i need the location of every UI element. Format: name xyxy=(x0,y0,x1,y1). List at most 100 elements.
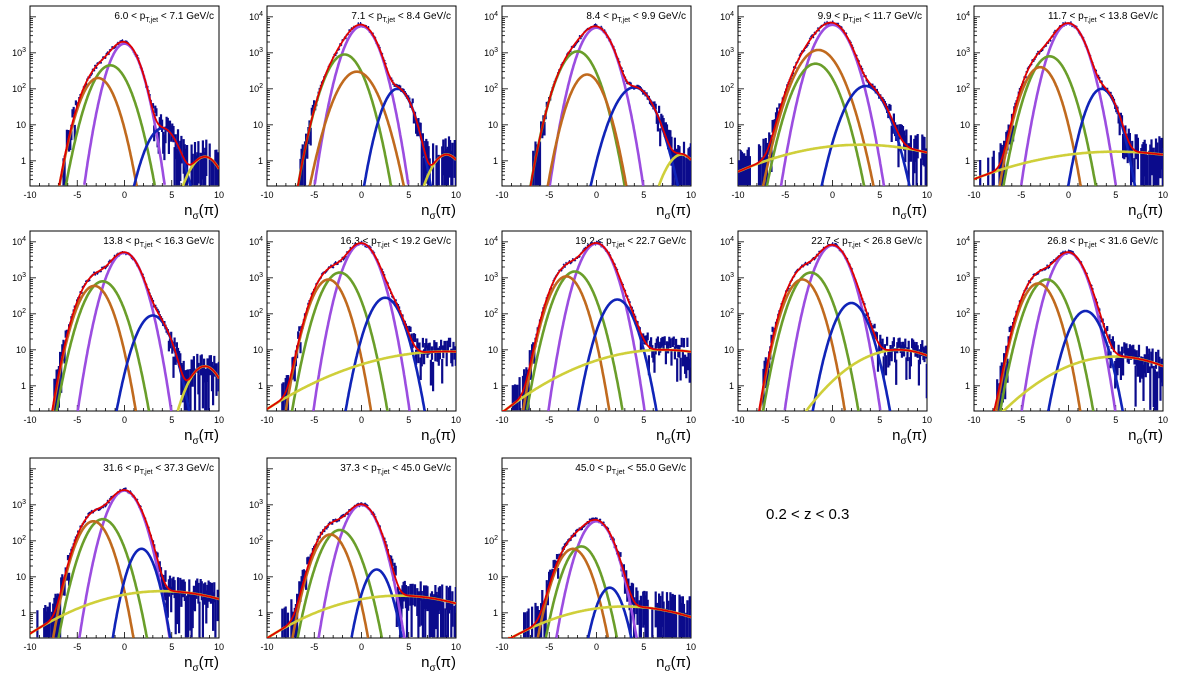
y-tick-label: 103 xyxy=(249,47,263,58)
y-tick-label: 102 xyxy=(12,535,26,546)
chart-panel-13: -10 -5 0 5 10 1 10 102 45.0 < pT,jet < 55.0 GeV/… xyxy=(484,457,696,674)
x-tick-label: -5 xyxy=(73,642,81,652)
x-tick-label: -10 xyxy=(731,415,744,425)
y-tick-label: 104 xyxy=(956,11,970,22)
y-tick-label: 10 xyxy=(960,120,970,130)
proton-fit-curve xyxy=(51,284,138,411)
chart-panel-12: -10 -5 0 5 10 1 10 102 103 37.3 < pT,jet < 45.0 G… xyxy=(249,457,461,674)
x-tick-label: -10 xyxy=(23,642,36,652)
total-fit-curve xyxy=(757,243,927,411)
x-axis-label: nσ(π) xyxy=(421,202,456,222)
electron-fit-curve xyxy=(820,84,911,186)
panel-pt-label: 26.8 < pT,jet < 31.6 GeV/c xyxy=(1047,236,1158,249)
x-axis-label: nσ(π) xyxy=(184,427,219,447)
proton-fit-curve xyxy=(51,520,135,638)
chart-panel-6: -10 -5 0 5 10 1 10 102 103 104 13.8 < pT,jet < 16.… xyxy=(12,230,224,447)
y-tick-label: 104 xyxy=(249,11,263,22)
y-tick-label: 102 xyxy=(249,83,263,94)
y-tick-label: 1 xyxy=(729,156,734,166)
proton-fit-curve xyxy=(994,282,1082,411)
y-tick-label: 102 xyxy=(249,535,263,546)
proton-fit-curve xyxy=(291,533,370,638)
total-fit-curve xyxy=(508,518,691,638)
x-tick-label: 0 xyxy=(830,190,835,200)
y-tick-label: 104 xyxy=(12,236,26,247)
y-tick-label: 102 xyxy=(484,308,498,319)
y-tick-label: 10 xyxy=(16,120,26,130)
pion-fit-curve xyxy=(313,24,410,185)
x-tick-label: -10 xyxy=(731,190,744,200)
y-tick-label: 103 xyxy=(484,47,498,58)
chart-panel-9: -10 -5 0 5 10 1 10 102 103 104 22.7 < pT,jet < 26.… xyxy=(720,230,932,447)
x-axis-label: nσ(π) xyxy=(892,202,927,222)
total-fit-curve xyxy=(267,242,456,410)
panel-pt-label: 45.0 < pT,jet < 55.0 GeV/c xyxy=(575,463,686,476)
kaon-fit-curve xyxy=(296,528,384,638)
x-tick-label: -10 xyxy=(23,415,36,425)
x-tick-label: 5 xyxy=(169,642,174,652)
x-tick-label: -5 xyxy=(781,190,789,200)
panel-pt-label: 31.6 < pT,jet < 37.3 GeV/c xyxy=(103,463,214,476)
x-tick-label: -5 xyxy=(73,415,81,425)
kaon-fit-curve xyxy=(64,64,156,186)
y-tick-label: 10 xyxy=(724,120,734,130)
chart-panel-2: -10 -5 0 5 10 1 10 102 103 104 7.1 < pT,jet < 8.4 … xyxy=(249,5,461,222)
x-tick-label: 10 xyxy=(1158,190,1168,200)
y-tick-label: 102 xyxy=(484,535,498,546)
x-tick-label: 10 xyxy=(686,642,696,652)
total-fit-curve xyxy=(529,25,691,186)
panel-pt-label: 9.9 < pT,jet < 11.7 GeV/c xyxy=(818,11,922,24)
y-tick-label: 1 xyxy=(965,381,970,391)
x-axis-label: nσ(π) xyxy=(892,427,927,447)
x-tick-label: 5 xyxy=(406,190,411,200)
chart-panel-7: -10 -5 0 5 10 1 10 102 103 104 16.3 < pT,jet < 19.… xyxy=(249,230,461,447)
proton-fit-curve xyxy=(308,70,406,186)
y-tick-label: 10 xyxy=(488,345,498,355)
background-fit-curve xyxy=(974,150,1163,181)
kaon-fit-curve xyxy=(765,62,866,186)
y-tick-label: 103 xyxy=(12,499,26,510)
y-tick-label: 1 xyxy=(21,608,26,618)
x-tick-label: -5 xyxy=(310,190,318,200)
panel-pt-label: 19.2 < pT,jet < 22.7 GeV/c xyxy=(575,236,686,249)
panel-pt-label: 8.4 < pT,jet < 9.9 GeV/c xyxy=(586,11,686,24)
electron-fit-curve xyxy=(344,296,427,411)
x-tick-label: 0 xyxy=(122,190,127,200)
pion-fit-curve xyxy=(548,26,645,186)
x-tick-label: -10 xyxy=(495,415,508,425)
total-fit-curve xyxy=(992,251,1163,411)
x-tick-label: 5 xyxy=(877,190,882,200)
y-tick-label: 10 xyxy=(16,572,26,582)
x-tick-label: 10 xyxy=(1158,415,1168,425)
x-tick-label: -5 xyxy=(1017,415,1025,425)
x-tick-label: -5 xyxy=(545,642,553,652)
y-tick-label: 102 xyxy=(484,83,498,94)
x-tick-label: 5 xyxy=(406,415,411,425)
y-tick-label: 102 xyxy=(956,308,970,319)
y-tick-label: 104 xyxy=(484,11,498,22)
x-tick-label: 5 xyxy=(641,190,646,200)
x-tick-label: 0 xyxy=(830,415,835,425)
chart-panel-8: -10 -5 0 5 10 1 10 102 103 104 19.2 < pT,jet < 22.… xyxy=(484,230,696,447)
y-tick-label: 1 xyxy=(493,381,498,391)
y-tick-label: 102 xyxy=(12,83,26,94)
y-tick-label: 102 xyxy=(720,308,734,319)
y-tick-label: 103 xyxy=(720,272,734,283)
background-fit-curve xyxy=(738,143,927,173)
kaon-fit-curve xyxy=(1002,55,1098,186)
electron-fit-curve xyxy=(576,298,658,411)
kaon-fit-curve xyxy=(525,270,624,411)
x-axis-label: nσ(π) xyxy=(656,202,691,222)
x-tick-label: -10 xyxy=(260,190,273,200)
panel-pt-label: 22.7 < pT,jet < 26.8 GeV/c xyxy=(811,236,922,249)
y-tick-label: 10 xyxy=(488,572,498,582)
y-tick-label: 10 xyxy=(16,345,26,355)
total-fit-curve xyxy=(296,23,456,186)
y-tick-label: 104 xyxy=(956,236,970,247)
x-tick-label: -10 xyxy=(495,642,508,652)
x-tick-label: 10 xyxy=(922,415,932,425)
chart-panel-4: -10 -5 0 5 10 1 10 102 103 104 9.9 < pT,jet < 11.7… xyxy=(720,5,932,222)
electron-fit-curve xyxy=(111,547,172,638)
y-tick-label: 10 xyxy=(960,345,970,355)
y-tick-label: 102 xyxy=(956,83,970,94)
